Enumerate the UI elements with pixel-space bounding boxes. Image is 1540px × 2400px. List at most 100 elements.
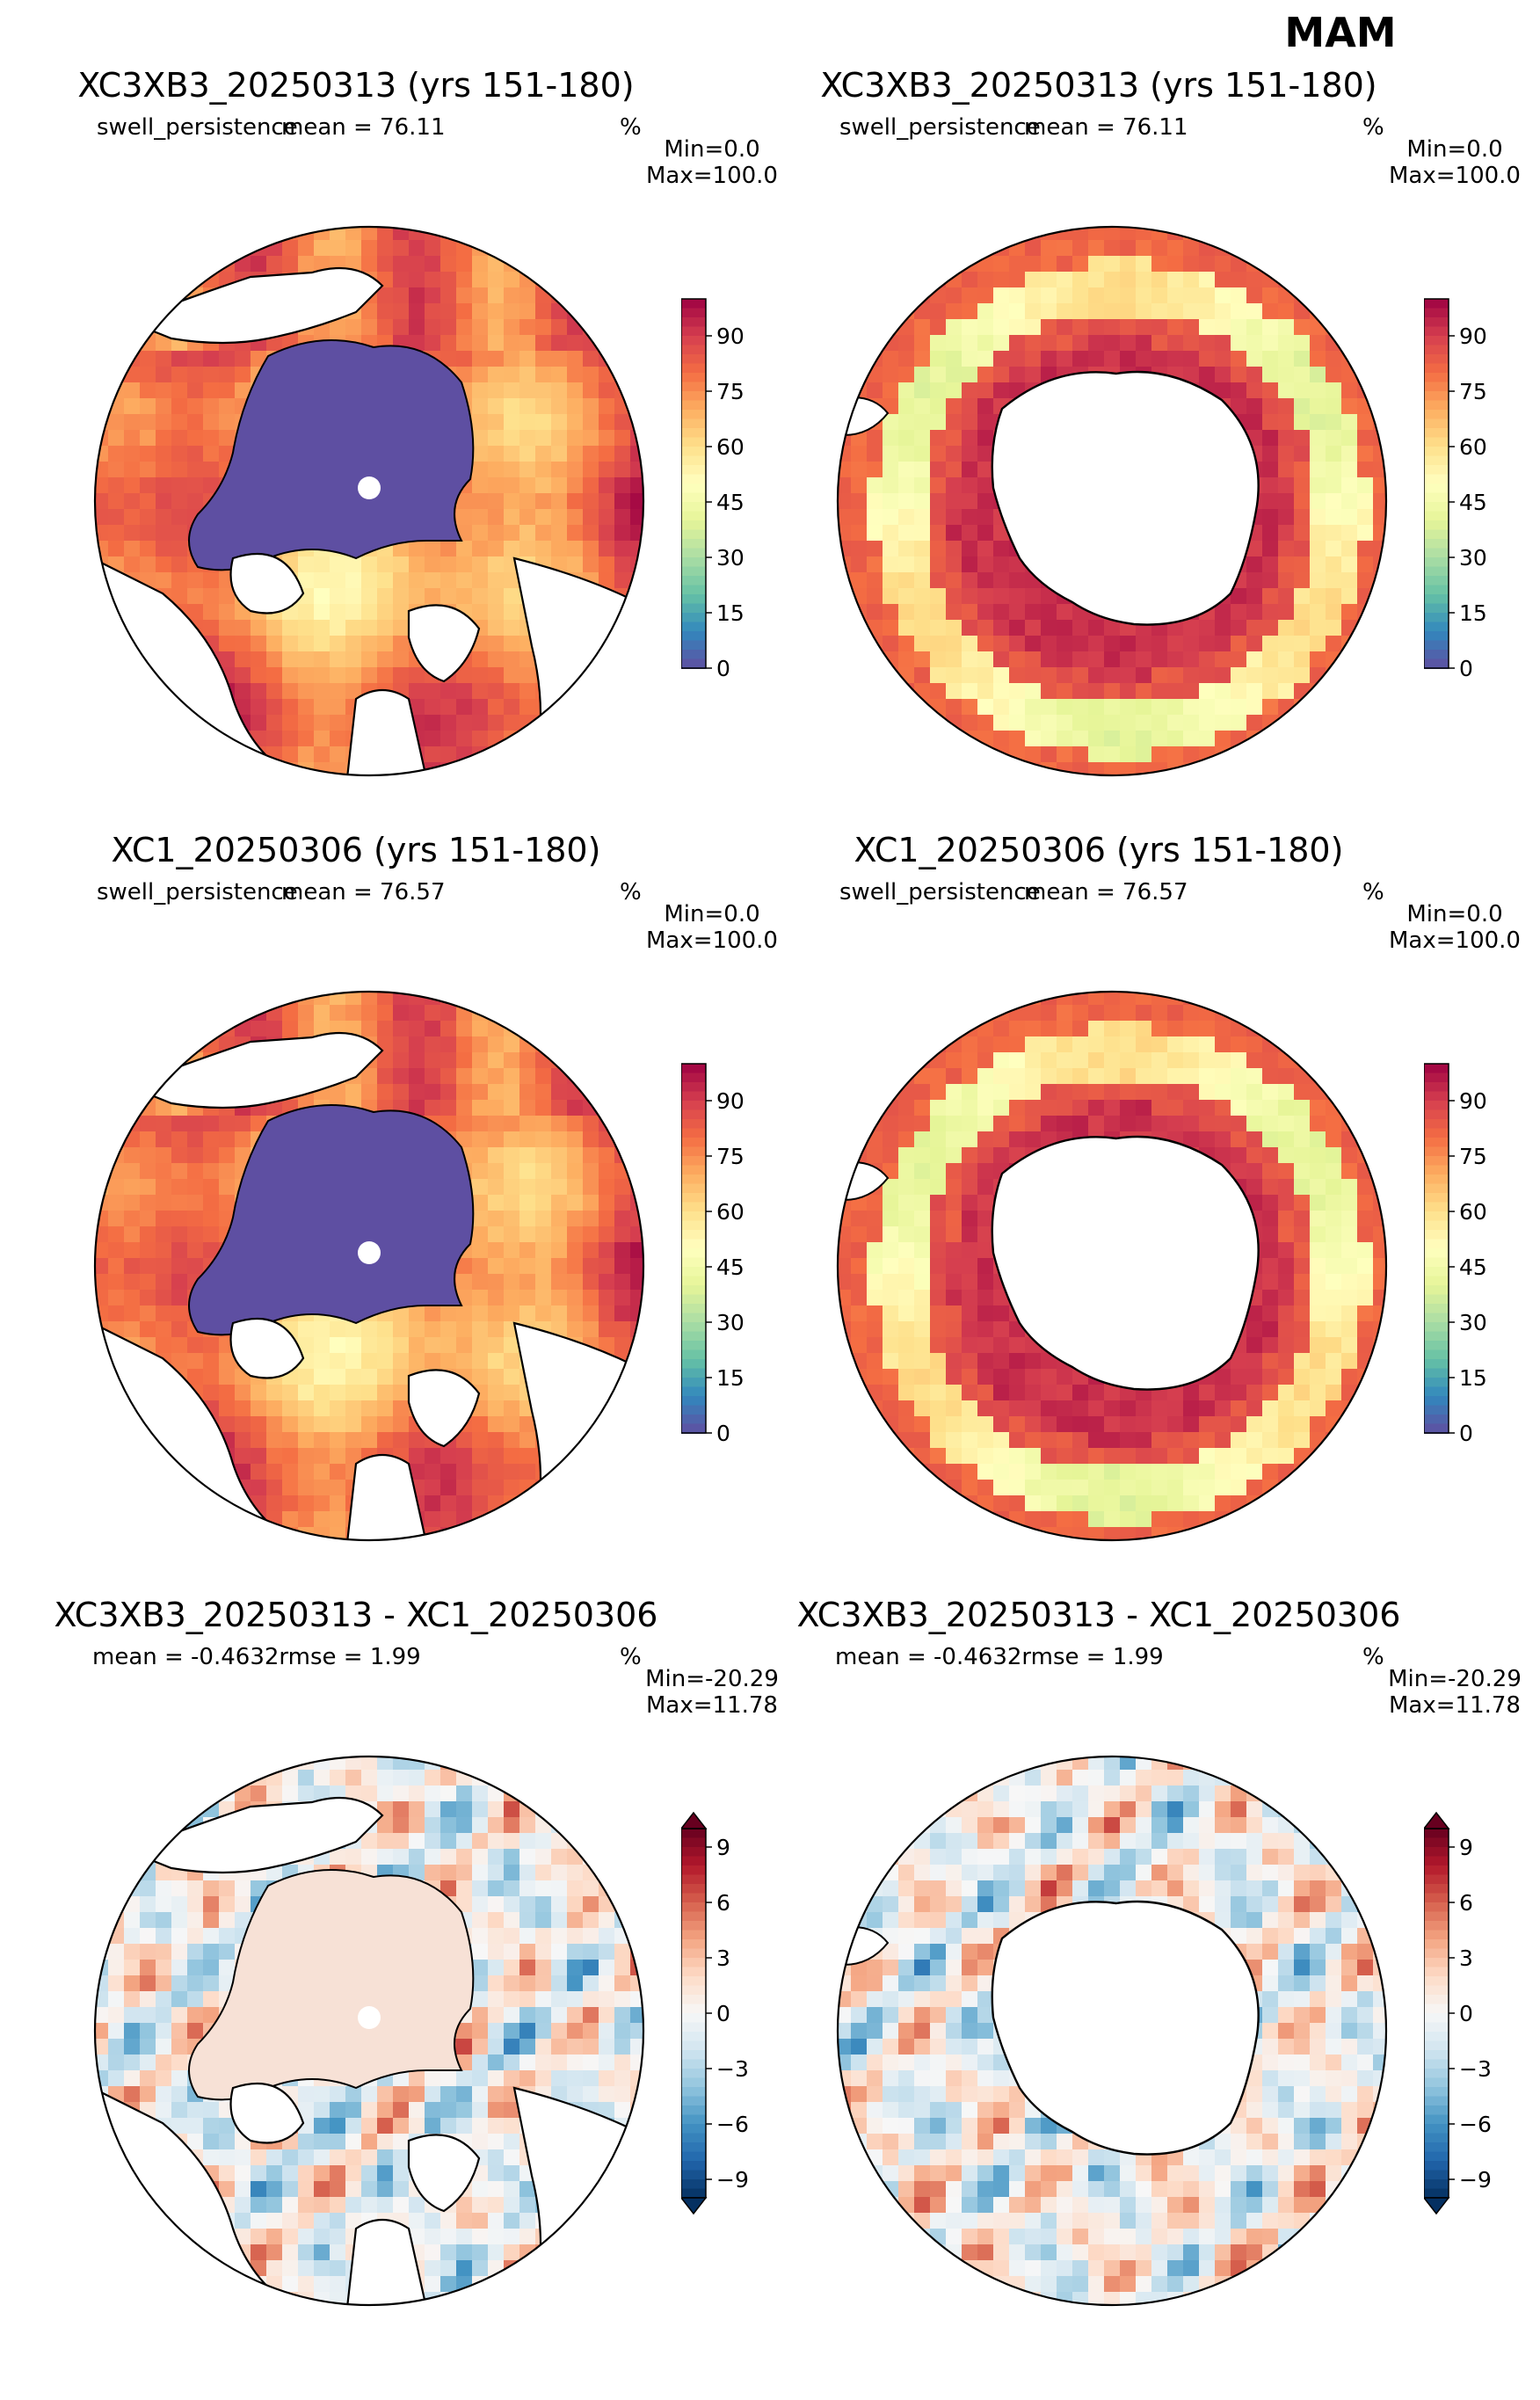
field-cell [614, 287, 631, 304]
field-cell [614, 1527, 631, 1543]
field-cell [472, 1258, 489, 1275]
field-cell [630, 351, 646, 367]
field-cell [1262, 1416, 1279, 1433]
field-cell [92, 636, 109, 652]
field-cell [1025, 731, 1042, 747]
field-cell [867, 446, 883, 462]
field-cell [456, 1084, 473, 1101]
field-cell [977, 989, 994, 1006]
field-cell [962, 651, 978, 668]
field-cell [867, 319, 883, 336]
field-cell [1341, 287, 1358, 304]
field-cell [456, 1274, 473, 1291]
field-cell [1341, 683, 1358, 700]
field-cell [298, 699, 315, 716]
field-cell [1088, 1116, 1105, 1132]
field-cell [140, 287, 156, 304]
field-cell [124, 430, 141, 447]
colorbar-segment [681, 1332, 706, 1342]
field-cell [92, 1084, 109, 1101]
field-cell [377, 1432, 394, 1449]
field-cell [171, 1226, 188, 1243]
field-cell [440, 572, 457, 589]
field-cell [171, 367, 188, 383]
field-cell [1373, 1068, 1389, 1085]
field-cell [1262, 509, 1279, 526]
field-cell [583, 746, 599, 763]
field-cell [1326, 1274, 1342, 1291]
field-cell [1120, 1100, 1137, 1116]
field-cell [535, 989, 552, 1006]
field-cell [171, 382, 188, 399]
field-cell [1262, 287, 1279, 304]
field-cell [914, 746, 931, 763]
field-cell [219, 398, 236, 415]
field-cell [472, 1242, 489, 1259]
field-cell [472, 493, 489, 510]
field-cell [108, 1495, 125, 1512]
field-cell [108, 1274, 125, 1291]
field-cell [1262, 493, 1279, 510]
field-cell [488, 1480, 505, 1496]
field-cell [1057, 683, 1073, 700]
field-cell [171, 240, 188, 257]
colorbar-segment [1424, 456, 1449, 467]
field-cell [1310, 731, 1326, 747]
field-cell [867, 746, 883, 763]
field-cell [567, 1242, 584, 1259]
field-cell [1167, 256, 1184, 273]
field-cell [867, 683, 883, 700]
field-cell [1341, 1321, 1358, 1338]
field-cell [409, 303, 425, 320]
field-cell [835, 636, 852, 652]
field-cell [1120, 1464, 1137, 1480]
colorbar-segment [1424, 465, 1449, 476]
field-cell [504, 1163, 520, 1180]
field-cell [108, 446, 125, 462]
field-cell [1215, 636, 1231, 652]
field-cell [1326, 287, 1342, 304]
field-cell [1151, 287, 1168, 304]
field-cell [1341, 715, 1358, 731]
field-cell [1294, 1321, 1311, 1338]
field-cell [1246, 1100, 1263, 1116]
field-cell [1341, 541, 1358, 557]
field-cell [1231, 367, 1247, 383]
field-cell [614, 667, 631, 684]
field-cell [92, 1005, 109, 1022]
field-cell [1310, 272, 1326, 288]
field-cell [235, 1448, 251, 1465]
colorbar-segment [681, 391, 706, 402]
field-cell [361, 1400, 378, 1417]
field-cell [551, 462, 568, 478]
field-cell [1326, 398, 1342, 415]
field-cell [1294, 1416, 1311, 1433]
field-cell [456, 1527, 473, 1543]
field-cell [1294, 382, 1311, 399]
field-cell [883, 1131, 899, 1148]
field-cell [962, 588, 978, 605]
field-cell [1151, 683, 1168, 700]
field-cell [1104, 1416, 1121, 1433]
field-cell [1199, 1100, 1216, 1116]
field-cell [1231, 636, 1247, 652]
colorbar-tick-label: 90 [1459, 324, 1487, 349]
field-cell [1357, 620, 1374, 636]
field-cell [504, 1448, 520, 1465]
field-cell [930, 462, 947, 478]
field-cell [1167, 699, 1184, 716]
field-cell [1025, 746, 1042, 763]
field-cell [1057, 1021, 1073, 1037]
field-cell [1088, 287, 1105, 304]
field-cell [1199, 620, 1216, 636]
field-cell [282, 1021, 299, 1037]
field-cell [867, 287, 883, 304]
field-cell [835, 1036, 852, 1053]
field-cell [551, 715, 568, 731]
field-cell [519, 1068, 536, 1085]
field-cell [504, 240, 520, 257]
field-cell [851, 1226, 868, 1243]
field-cell [962, 1226, 978, 1243]
field-cell [599, 1321, 615, 1338]
